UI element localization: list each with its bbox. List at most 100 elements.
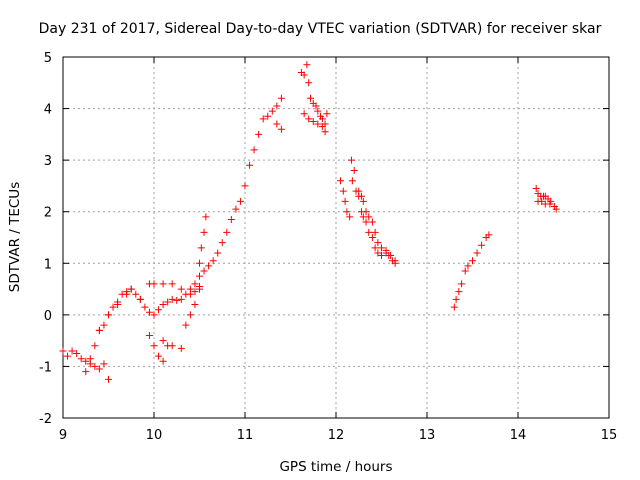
grid-lines bbox=[63, 57, 609, 418]
series-track-e bbox=[273, 120, 285, 133]
data-point-marker bbox=[186, 290, 194, 298]
data-point-marker bbox=[473, 249, 481, 257]
data-point-marker bbox=[346, 213, 354, 221]
data-point-marker bbox=[387, 252, 395, 260]
data-point-marker bbox=[277, 125, 285, 133]
data-point-marker bbox=[59, 347, 67, 355]
data-point-marker bbox=[227, 215, 235, 223]
data-point-marker bbox=[91, 362, 99, 370]
data-point-marker bbox=[105, 311, 112, 319]
data-point-marker bbox=[259, 115, 267, 123]
y-tick-label: 5 bbox=[44, 51, 52, 66]
data-point-marker bbox=[318, 123, 326, 131]
data-point-marker bbox=[200, 267, 208, 275]
data-point-marker bbox=[538, 197, 546, 205]
data-point-marker bbox=[273, 120, 281, 128]
data-point-marker bbox=[150, 311, 158, 319]
data-point-marker bbox=[214, 249, 222, 257]
data-point-marker bbox=[205, 262, 213, 270]
y-tick-label: -2 bbox=[39, 412, 52, 427]
data-point-marker bbox=[365, 213, 373, 221]
data-point-marker bbox=[273, 102, 281, 110]
data-point-marker bbox=[339, 187, 347, 195]
data-point-marker bbox=[365, 228, 373, 236]
data-point-marker bbox=[159, 357, 167, 365]
data-point-marker bbox=[241, 182, 249, 190]
data-point-marker bbox=[303, 61, 311, 69]
data-point-marker bbox=[168, 295, 176, 303]
data-point-marker bbox=[309, 117, 317, 125]
data-point-marker bbox=[73, 350, 81, 358]
data-point-marker bbox=[155, 306, 163, 314]
data-point-marker bbox=[371, 228, 379, 236]
data-point-marker bbox=[177, 344, 185, 352]
data-point-marker bbox=[305, 115, 313, 123]
data-point-marker bbox=[362, 208, 370, 216]
data-point-marker bbox=[450, 303, 458, 311]
data-point-marker bbox=[478, 241, 486, 249]
data-point-marker bbox=[177, 295, 185, 303]
data-point-marker bbox=[196, 272, 203, 280]
data-point-marker bbox=[378, 252, 385, 260]
data-point-marker bbox=[186, 311, 194, 319]
data-point-marker bbox=[223, 228, 231, 236]
data-point-marker bbox=[355, 187, 363, 195]
x-tick-label: 12 bbox=[328, 428, 345, 443]
data-point-marker bbox=[196, 259, 203, 267]
data-point-marker bbox=[182, 321, 190, 329]
y-tick-label: 1 bbox=[44, 257, 52, 272]
data-point-marker bbox=[343, 208, 351, 216]
data-point-marker bbox=[312, 102, 320, 110]
data-point-marker bbox=[155, 352, 163, 360]
data-point-marker bbox=[485, 231, 493, 239]
data-point-marker bbox=[168, 342, 176, 350]
data-point-marker bbox=[341, 197, 349, 205]
data-point-marker bbox=[177, 285, 185, 293]
data-point-marker bbox=[236, 197, 244, 205]
data-point-marker bbox=[145, 308, 153, 316]
data-point-marker bbox=[114, 301, 122, 309]
data-point-marker bbox=[197, 244, 205, 252]
data-point-marker bbox=[305, 79, 313, 87]
data-point-marker bbox=[469, 257, 476, 265]
data-point-marker bbox=[123, 290, 131, 298]
data-point-marker bbox=[173, 296, 181, 304]
data-point-marker bbox=[191, 301, 199, 309]
data-point-marker bbox=[164, 298, 172, 306]
series-track-b bbox=[82, 94, 285, 376]
data-point-marker bbox=[141, 303, 149, 311]
x-axis-label: GPS time / hours bbox=[279, 459, 392, 475]
data-point-marker bbox=[159, 301, 167, 309]
data-point-marker bbox=[132, 290, 140, 298]
data-point-marker bbox=[321, 128, 329, 136]
data-point-marker bbox=[136, 295, 144, 303]
series-track-d bbox=[145, 213, 210, 365]
data-point-marker bbox=[347, 156, 355, 164]
chart-title: Day 231 of 2017, Sidereal Day-to-day VTE… bbox=[39, 21, 602, 37]
data-point-marker bbox=[82, 357, 90, 365]
data-point-marker bbox=[337, 177, 345, 185]
data-point-marker bbox=[552, 205, 560, 213]
data-point-marker bbox=[268, 107, 276, 115]
data-point-marker bbox=[452, 295, 460, 303]
data-point-marker bbox=[105, 375, 112, 383]
data-point-marker bbox=[191, 280, 199, 288]
data-point-marker bbox=[64, 352, 72, 360]
data-point-marker bbox=[350, 166, 358, 174]
data-point-marker bbox=[314, 107, 322, 115]
y-tick-label: 4 bbox=[44, 103, 52, 118]
data-point-marker bbox=[127, 285, 135, 293]
data-point-marker bbox=[100, 360, 108, 368]
data-point-marker bbox=[374, 249, 382, 257]
data-point-marker bbox=[300, 110, 308, 118]
data-point-marker bbox=[77, 355, 85, 363]
x-tick-label: 9 bbox=[59, 428, 67, 443]
data-point-marker bbox=[200, 228, 208, 236]
data-point-marker bbox=[458, 280, 466, 288]
data-point-marker bbox=[323, 110, 331, 118]
data-point-marker bbox=[100, 321, 108, 329]
data-point-marker bbox=[314, 120, 322, 128]
x-tick-label: 15 bbox=[601, 428, 618, 443]
data-point-marker bbox=[255, 130, 263, 138]
